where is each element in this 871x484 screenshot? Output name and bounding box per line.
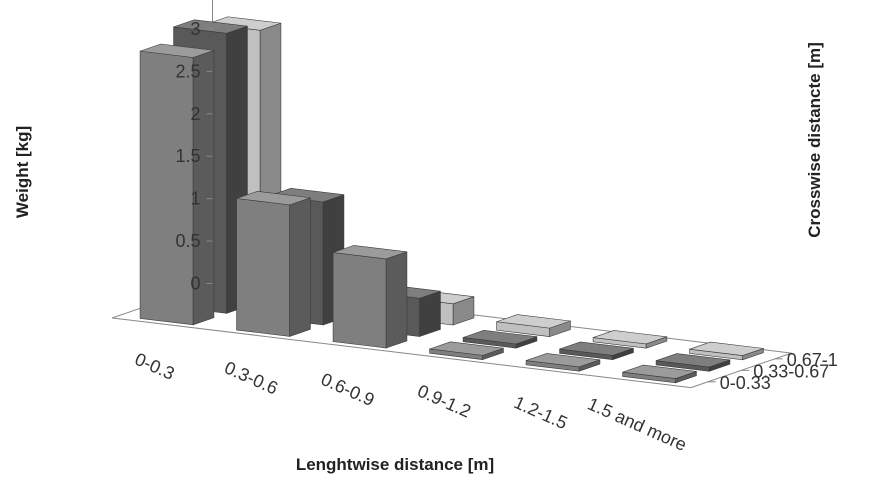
x-tick-labels: 0-0.3 0.3-0.6 0.6-0.9 0.9-1.2 1.2-1.5 1.5 and… [132,349,690,455]
y-tick-label: 0 [190,274,200,294]
y-tick-label: 1 [190,189,200,209]
y-tick-label: 2 [190,104,200,124]
z-tick-label: 0.67-1 [787,350,838,370]
bar-front-face [333,253,386,348]
bar-front-face [237,198,290,336]
x-axis-title: Lenghtwise distance [m] [296,455,494,474]
y-tick-label: 2.5 [175,61,200,81]
y-tick-label: 3 [190,19,200,39]
y-tick-label: 1.5 [175,146,200,166]
z-axis-title: Crosswise distancte [m] [805,42,824,238]
y-tick-label: 0.5 [175,231,200,251]
x-tick-label: 0.6-0.9 [318,369,377,410]
chart-bars [140,17,763,383]
x-tick-label: 1.5 and more [585,394,690,455]
bar-side-face [420,291,441,336]
x-tick-label: 1.2-1.5 [511,392,570,433]
bar-front-face [140,51,193,325]
x-tick-label: 0-0.3 [132,349,178,384]
bar-side-face [290,198,311,337]
x-tick-label: 0.9-1.2 [415,381,474,422]
bar [140,44,214,325]
bar [237,191,311,336]
y-axis-title: Weight [kg] [13,126,32,218]
bar [333,245,407,348]
bar-side-face [386,252,407,348]
x-tick-label: 0.3-0.6 [222,357,281,398]
